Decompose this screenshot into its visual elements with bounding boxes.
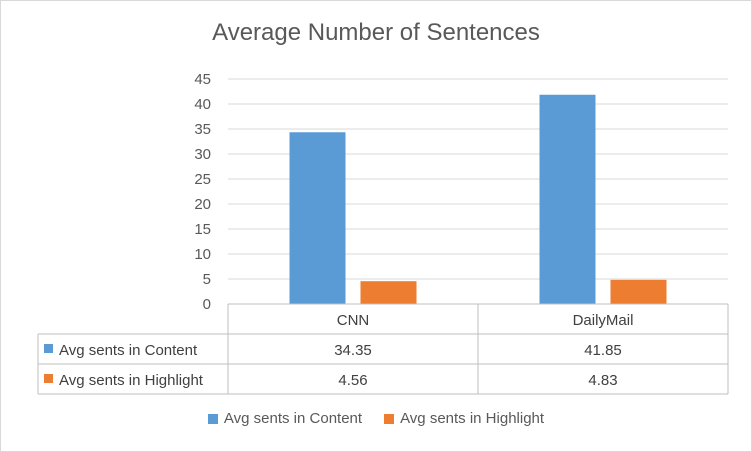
legend-swatch [384,413,395,424]
x-tick-label: DailyMail [573,312,634,329]
y-tick-label: 10 [194,246,211,263]
table-series-label: Avg sents in Highlight [59,372,204,389]
bar [289,132,346,304]
legend-item: Avg sents in Highlight [384,410,544,427]
chart-title: Average Number of Sentences [212,19,540,46]
chart-legend: Avg sents in Content Avg sents in Highlig… [1,410,751,427]
data-label: 4.83 [588,372,617,389]
legend-item: Avg sents in Content [207,410,363,427]
y-tick-label: 45 [194,71,211,88]
bar [360,281,417,304]
bar [539,94,596,304]
x-tick-label: CNN [337,312,370,329]
data-label: 4.56 [338,372,367,389]
legend-swatch [207,413,218,424]
legend-label: Avg sents in Highlight [400,410,545,427]
data-label: 41.85 [584,342,622,359]
y-tick-label: 5 [203,271,211,288]
y-tick-label: 0 [203,296,211,313]
y-tick-label: 30 [194,146,211,163]
bar [610,279,667,304]
table-legend-key [44,374,53,383]
legend-label: Avg sents in Content [223,410,363,427]
y-tick-label: 35 [194,121,211,138]
table-legend-key [44,344,53,353]
y-tick-label: 25 [194,171,211,188]
y-tick-label: 40 [194,96,211,113]
table-series-label: Avg sents in Content [59,342,198,359]
y-tick-label: 20 [194,196,211,213]
y-tick-label: 15 [194,221,211,238]
data-label: 34.35 [334,342,372,359]
